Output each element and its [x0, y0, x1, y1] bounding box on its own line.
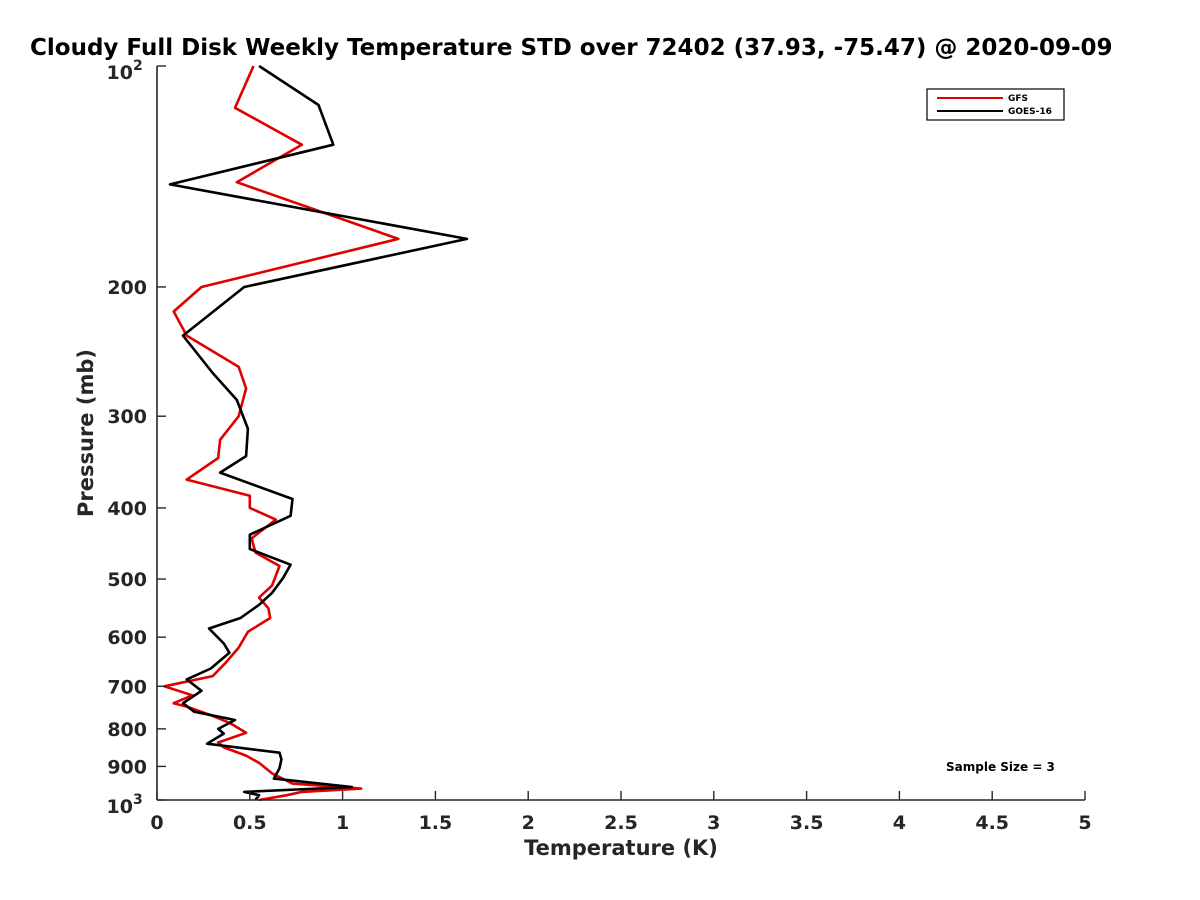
chart-title: Cloudy Full Disk Weekly Temperature STD … [30, 35, 1113, 61]
x-tick-label: 3 [707, 812, 720, 834]
series-line-gfs [163, 65, 400, 802]
y-tick-label: 800 [107, 719, 147, 741]
y-tick-label-power: 10 [107, 796, 133, 818]
x-tick-label: 3.5 [790, 812, 824, 834]
x-axis-label: Temperature (K) [524, 836, 718, 860]
x-tick-label: 4 [893, 812, 906, 834]
x-tick-label: 1.5 [419, 812, 453, 834]
x-tick-label: 1 [336, 812, 349, 834]
y-tick-label: 700 [107, 676, 147, 698]
x-tick-label: 5 [1078, 812, 1091, 834]
y-tick-label: 200 [107, 277, 147, 299]
series-line-goes16 [168, 64, 469, 801]
y-tick-label-exponent: 3 [133, 792, 143, 808]
sample-size-annotation: Sample Size = 3 [946, 760, 1055, 774]
series-layer [163, 64, 469, 802]
y-tick-label: 600 [107, 627, 147, 649]
y-tick-label-exponent: 2 [133, 58, 143, 74]
axes-layer [156, 66, 1085, 801]
y-tick-label: 500 [107, 569, 147, 591]
y-axis-label: Pressure (mb) [74, 349, 98, 517]
y-tick-label: 900 [107, 756, 147, 778]
x-tick-label: 2.5 [604, 812, 638, 834]
x-tick-label: 0.5 [233, 812, 267, 834]
x-tick-label: 2 [522, 812, 535, 834]
x-tick-label: 4.5 [975, 812, 1009, 834]
legend-label-goes16: GOES-16 [1008, 107, 1052, 117]
legend: GFS GOES-16 [926, 88, 1065, 121]
x-tick-label: 0 [150, 812, 163, 834]
x-ticks: 0 0.5 1 1.5 2 2.5 3 3.5 4 4.5 5 [150, 791, 1092, 834]
y-tick-label-power: 10 [107, 62, 133, 84]
y-tick-label: 400 [107, 498, 147, 520]
legend-box [926, 88, 1065, 121]
legend-label-gfs: GFS [1008, 94, 1028, 104]
y-tick-label: 300 [107, 406, 147, 428]
